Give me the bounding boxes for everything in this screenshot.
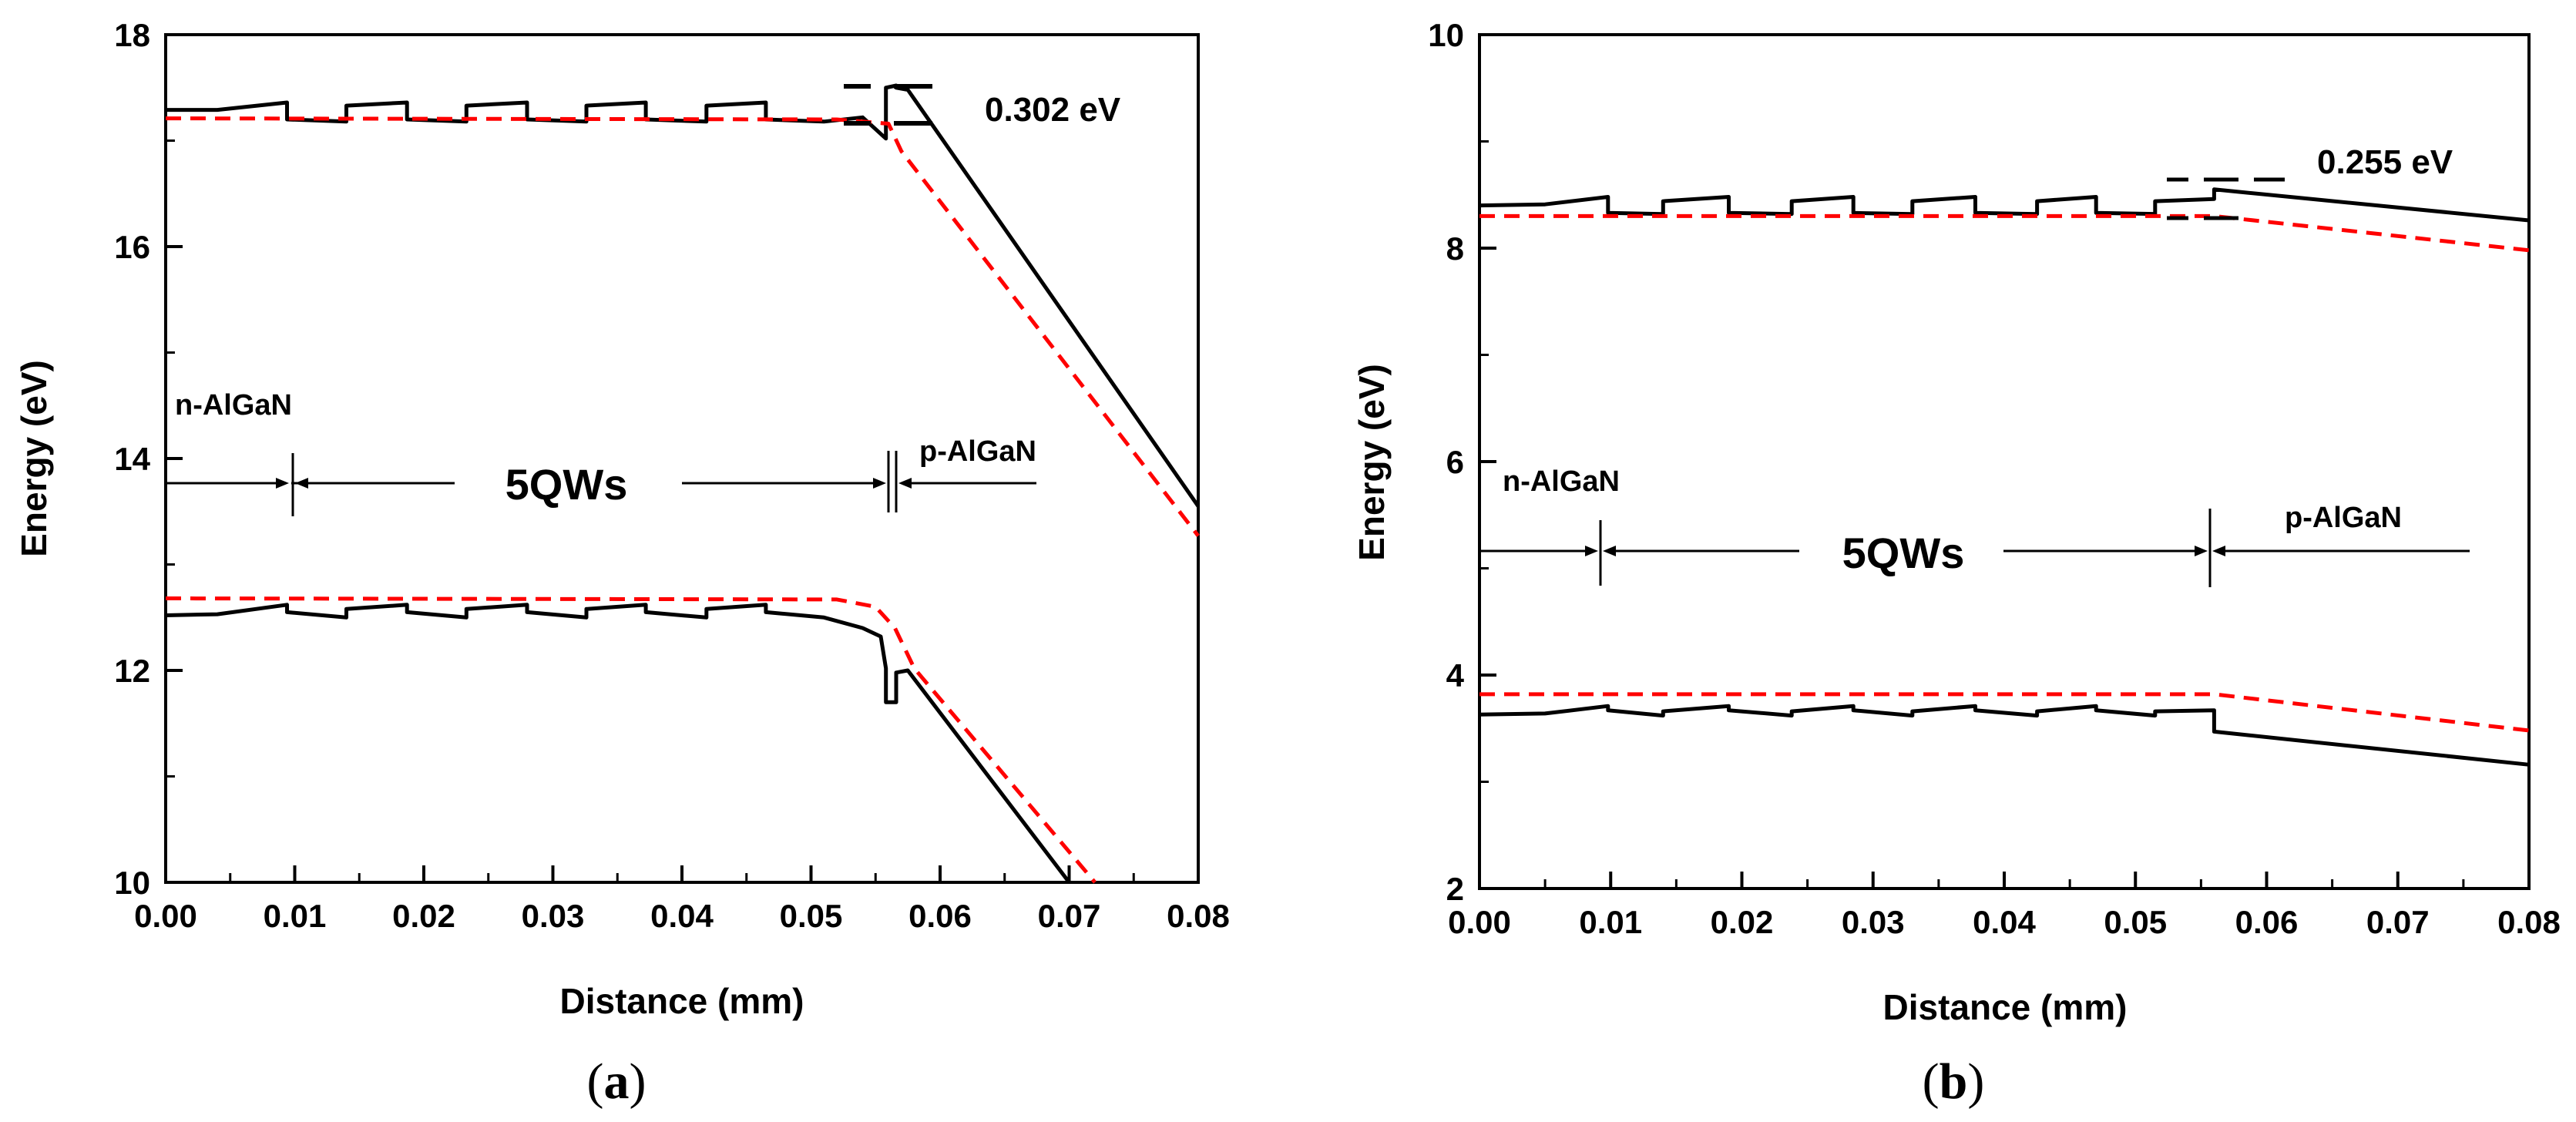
panel-a-layer-annotations	[166, 451, 1036, 516]
panel-b-valence-band-black-line	[1479, 704, 2530, 767]
panel-a-ticks	[164, 33, 1200, 884]
panel-a-x-tick-label: 0.02	[392, 898, 455, 934]
panel-a-x-axis-label: Distance (mm)	[560, 981, 804, 1021]
panel-b-x-tick-label: 0.00	[1448, 904, 1511, 940]
panel-b-x-tick-label: 0.06	[2235, 904, 2299, 940]
panel-a-conduction-band-red-line	[165, 116, 1200, 537]
panel-a-x-tick-label: 0.01	[264, 898, 327, 934]
panel-a-arrowheads	[276, 478, 912, 489]
panel-b-x-tick-label: 0.05	[2104, 904, 2167, 940]
panel-a-y-tick-label: 14	[114, 441, 150, 477]
panel-b-conduction-band-red-line	[1479, 213, 2530, 253]
panel-a-x-tick-label: 0.00	[134, 898, 197, 934]
panel-b-qw-label: 5QWs	[1842, 529, 1965, 577]
panel-a-valence-band-red-line	[165, 596, 1097, 884]
panel-a-conduction-band-black-line	[166, 83, 1201, 508]
caption-b: (b)	[1923, 1053, 1985, 1110]
panel-b-y-tick-label: 6	[1446, 444, 1464, 480]
panel-a-x-tick-label: 0.07	[1038, 898, 1101, 934]
panel-a-chart: 0.00 0.01 0.02 0.03 0.04 0.05 0.06 0.07 0.08 10 12…	[14, 17, 1230, 1021]
panel-a-p-layer-label: p-AlGaN	[919, 435, 1036, 468]
panel-b-n-layer-label: n-AlGaN	[1503, 465, 1620, 498]
panel-b-x-axis-label: Distance (mm)	[1883, 987, 2128, 1027]
caption-a: (a)	[587, 1053, 647, 1110]
panel-b-y-axis-label: Energy (eV)	[1352, 364, 1392, 561]
panel-b-x-tick-label: 0.08	[2497, 904, 2561, 940]
panel-a-qw-label: 5QWs	[505, 460, 628, 509]
panel-b-x-tick-label: 0.07	[2366, 904, 2430, 940]
panel-b-layer-annotations	[1479, 509, 2470, 587]
panel-b-x-tick-label: 0.01	[1579, 904, 1642, 940]
panel-a-series	[165, 83, 1201, 884]
panel-b-valence-band-red-line	[1479, 692, 2530, 733]
panel-b-arrowheads	[1585, 546, 2225, 556]
panel-b-p-layer-label: p-AlGaN	[2285, 502, 2402, 534]
panel-b-ticks	[1478, 33, 2531, 890]
panel-b-barrier-label: 0.255 eV	[2317, 143, 2453, 181]
panel-a-x-tick-label: 0.05	[780, 898, 843, 934]
panel-b-x-tick-label: 0.02	[1711, 904, 1774, 940]
panel-b-chart: 0.00 0.01 0.02 0.03 0.04 0.05 0.06 0.07 0.08 2 4 6 8…	[1352, 17, 2561, 1027]
panel-a-tick-labels: 0.00 0.01 0.02 0.03 0.04 0.05 0.06 0.07 0.08 10 12…	[114, 17, 1230, 934]
panel-b-conduction-band-black-line	[1479, 187, 2530, 223]
panel-a-y-tick-label: 18	[114, 17, 150, 53]
panel-a-barrier-label: 0.302 eV	[985, 91, 1121, 129]
panel-a-x-tick-label: 0.04	[650, 898, 714, 934]
panel-b-y-tick-label: 10	[1428, 17, 1464, 53]
panel-a-n-layer-label: n-AlGaN	[175, 389, 292, 422]
panel-b-y-tick-label: 2	[1446, 871, 1464, 907]
panel-a-valence-band-black-line	[165, 603, 1071, 884]
panel-a-plot-frame	[164, 33, 1200, 884]
panel-b-tick-labels: 0.00 0.01 0.02 0.03 0.04 0.05 0.06 0.07 0.08 2 4 6 8…	[1428, 17, 2561, 940]
panel-a-x-tick-label: 0.08	[1167, 898, 1230, 934]
panel-a-barrier-marker	[844, 84, 932, 126]
panel-b-x-tick-label: 0.04	[1973, 904, 2036, 940]
panel-a-y-tick-label: 16	[114, 229, 150, 265]
panel-b-y-tick-label: 4	[1446, 657, 1465, 694]
panel-a-y-axis-label: Energy (eV)	[14, 360, 54, 557]
panel-b-barrier-marker	[2167, 177, 2285, 220]
panel-a-x-tick-label: 0.06	[908, 898, 972, 934]
panel-b-x-tick-label: 0.03	[1842, 904, 1905, 940]
panel-a-y-tick-label: 12	[114, 653, 150, 689]
panel-b-y-tick-label: 8	[1446, 230, 1464, 267]
panel-a-y-tick-label: 10	[114, 865, 150, 901]
panel-a-x-tick-label: 0.03	[522, 898, 585, 934]
panel-b-series	[1479, 187, 2530, 767]
